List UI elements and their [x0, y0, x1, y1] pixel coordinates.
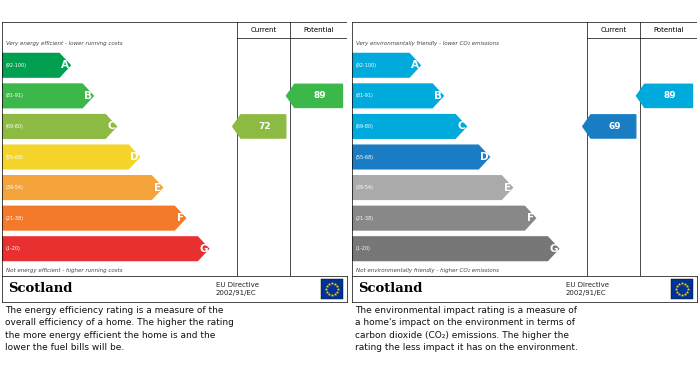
FancyArrow shape: [352, 114, 468, 139]
Text: Very environmentally friendly - lower CO₂ emissions: Very environmentally friendly - lower CO…: [356, 41, 499, 46]
Text: Potential: Potential: [653, 27, 684, 33]
FancyArrow shape: [2, 114, 118, 139]
Bar: [321, 279, 343, 299]
FancyArrow shape: [352, 175, 513, 200]
Text: (81-91): (81-91): [6, 93, 24, 99]
Text: C: C: [458, 122, 466, 131]
FancyArrow shape: [2, 206, 186, 231]
FancyArrow shape: [2, 144, 141, 170]
Text: B: B: [434, 91, 442, 101]
Text: Not environmentally friendly - higher CO₂ emissions: Not environmentally friendly - higher CO…: [356, 268, 499, 273]
Text: A: A: [411, 60, 419, 70]
Text: E: E: [154, 183, 162, 193]
Text: A: A: [61, 60, 69, 70]
FancyArrow shape: [352, 83, 444, 108]
Text: D: D: [130, 152, 139, 162]
FancyArrow shape: [2, 53, 71, 78]
Text: EU Directive
2002/91/EC: EU Directive 2002/91/EC: [566, 282, 609, 296]
Text: Potential: Potential: [303, 27, 334, 33]
Text: Scotland: Scotland: [358, 283, 422, 296]
Text: F: F: [527, 213, 535, 223]
FancyArrow shape: [2, 236, 209, 261]
Text: D: D: [480, 152, 489, 162]
Text: Not energy efficient - higher running costs: Not energy efficient - higher running co…: [6, 268, 122, 273]
FancyArrow shape: [2, 175, 163, 200]
Text: (39-54): (39-54): [6, 185, 24, 190]
Text: (55-68): (55-68): [6, 154, 24, 160]
Text: The environmental impact rating is a measure of
a home's impact on the environme: The environmental impact rating is a mea…: [356, 306, 578, 352]
Text: Scotland: Scotland: [8, 283, 72, 296]
FancyArrow shape: [352, 144, 491, 170]
Text: (55-68): (55-68): [356, 154, 374, 160]
Text: (21-38): (21-38): [356, 216, 374, 221]
Text: Current: Current: [250, 27, 276, 33]
Text: Current: Current: [600, 27, 626, 33]
Bar: [671, 279, 693, 299]
Text: (1-20): (1-20): [356, 246, 371, 251]
Text: 69: 69: [608, 122, 621, 131]
Text: (69-80): (69-80): [356, 124, 374, 129]
Text: Environmental Impact (CO₂) Rating: Environmental Impact (CO₂) Rating: [357, 6, 564, 16]
Text: B: B: [84, 91, 92, 101]
Text: (92-100): (92-100): [356, 63, 377, 68]
Polygon shape: [286, 84, 342, 108]
FancyArrow shape: [352, 53, 421, 78]
Text: (39-54): (39-54): [356, 185, 374, 190]
Text: (81-91): (81-91): [356, 93, 374, 99]
Text: (1-20): (1-20): [6, 246, 21, 251]
Text: C: C: [108, 122, 116, 131]
FancyArrow shape: [2, 83, 94, 108]
Polygon shape: [232, 115, 286, 138]
Text: G: G: [549, 244, 557, 254]
Text: E: E: [504, 183, 512, 193]
Text: 72: 72: [258, 122, 271, 131]
Polygon shape: [582, 115, 636, 138]
Text: The energy efficiency rating is a measure of the
overall efficiency of a home. T: The energy efficiency rating is a measur…: [6, 306, 234, 352]
Text: F: F: [177, 213, 185, 223]
Text: 89: 89: [664, 91, 676, 100]
Text: (92-100): (92-100): [6, 63, 27, 68]
Text: 89: 89: [314, 91, 326, 100]
FancyArrow shape: [352, 236, 559, 261]
Text: Energy Efficiency Rating: Energy Efficiency Rating: [7, 6, 151, 16]
Text: G: G: [199, 244, 207, 254]
Polygon shape: [636, 84, 692, 108]
Text: (21-38): (21-38): [6, 216, 24, 221]
FancyArrow shape: [352, 206, 536, 231]
Text: EU Directive
2002/91/EC: EU Directive 2002/91/EC: [216, 282, 259, 296]
Text: (69-80): (69-80): [6, 124, 24, 129]
Text: Very energy efficient - lower running costs: Very energy efficient - lower running co…: [6, 41, 122, 46]
